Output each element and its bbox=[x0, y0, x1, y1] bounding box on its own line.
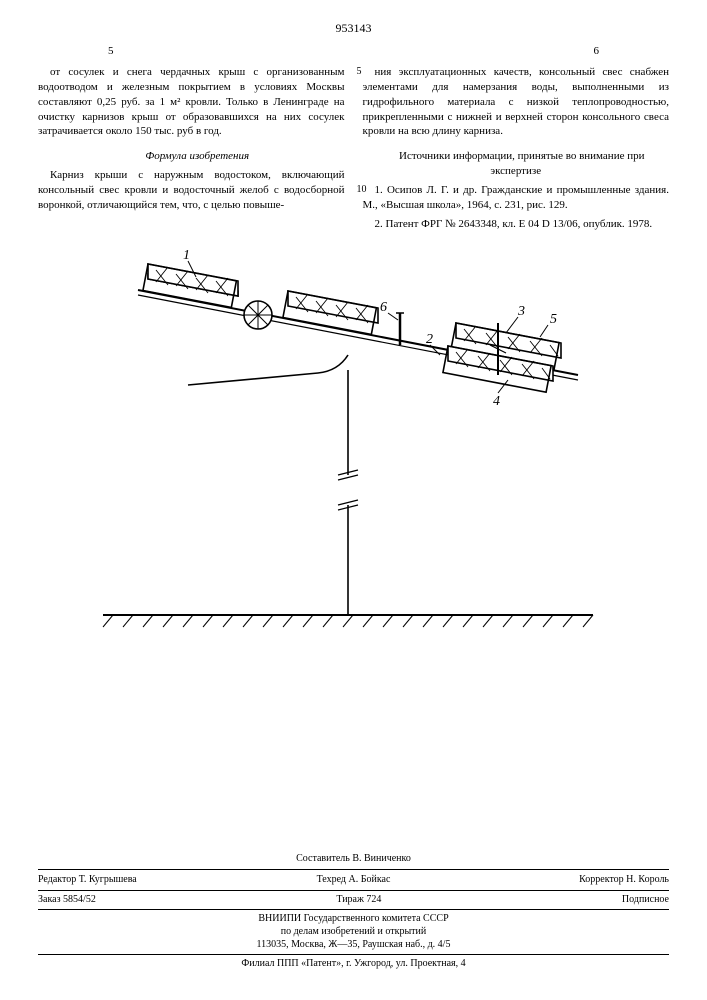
footer-order: Заказ 5854/52 bbox=[38, 893, 96, 907]
text-columns: от сосулек и снега чердачных крыш с орга… bbox=[38, 65, 669, 235]
sources-heading: Источники информации, принятые во вниман… bbox=[363, 149, 670, 179]
right-page-num: 6 bbox=[594, 44, 600, 59]
footer-corrector: Корректор Н. Король bbox=[509, 873, 669, 887]
right-p2: 101. Осипов Л. Г. и др. Гражданские и пр… bbox=[363, 183, 670, 213]
fig-label-6: 6 bbox=[380, 300, 387, 315]
left-p2: Карниз крыши с наружным водостоком, вклю… bbox=[38, 168, 345, 213]
footer-pub2: по делам изобретений и открытий bbox=[38, 925, 669, 938]
fig-label-4: 4 bbox=[493, 394, 500, 409]
footer-branch: Филиал ППП «Патент», г. Ужгород, ул. Про… bbox=[38, 954, 669, 970]
right-p3: 2. Патент ФРГ № 2643348, кл. E 04 D 13/0… bbox=[363, 217, 670, 232]
right-p1: 5ния эксплуатационных качеств, консольны… bbox=[363, 65, 670, 139]
footer-tirage: Тираж 724 bbox=[336, 893, 381, 907]
formula-heading: Формула изобретения bbox=[38, 149, 345, 164]
line-no-10: 10 bbox=[345, 183, 359, 197]
fig-label-3: 3 bbox=[517, 304, 525, 319]
left-column: от сосулек и снега чердачных крыш с орга… bbox=[38, 65, 345, 235]
footer-pub3: 113035, Москва, Ж—35, Раушская наб., д. … bbox=[38, 938, 669, 951]
footer-publisher: ВНИИПИ Государственного комитета СССР по… bbox=[38, 909, 669, 951]
left-p1: от сосулек и снега чердачных крыш с орга… bbox=[38, 65, 345, 139]
footer-pub1: ВНИИПИ Государственного комитета СССР bbox=[38, 912, 669, 925]
fig-label-1: 1 bbox=[183, 248, 190, 263]
left-page-num: 5 bbox=[108, 44, 114, 59]
patent-number: 953143 bbox=[38, 20, 669, 36]
page-numbers: 5 6 bbox=[38, 44, 669, 59]
footer-editor: Редактор Т. Кугрышева bbox=[38, 873, 198, 887]
figure-diagram: 1 2 3 4 5 6 bbox=[38, 245, 669, 675]
footer-sub: Подписное bbox=[622, 893, 669, 907]
footer-order-row: Заказ 5854/52 Тираж 724 Подписное bbox=[38, 890, 669, 907]
roof-eave-svg: 1 2 3 4 5 6 bbox=[38, 245, 669, 675]
fig-label-5: 5 bbox=[550, 312, 557, 327]
footer-tech: Техред А. Бойкас bbox=[198, 873, 509, 887]
line-no-5: 5 bbox=[345, 65, 359, 79]
fig-label-2: 2 bbox=[426, 332, 433, 347]
right-column: 5ния эксплуатационных качеств, консольны… bbox=[363, 65, 670, 235]
footer: Составитель В. Виниченко Редактор Т. Куг… bbox=[38, 852, 669, 971]
footer-credits: Редактор Т. Кугрышева Техред А. Бойкас К… bbox=[38, 869, 669, 887]
footer-composer: Составитель В. Виниченко bbox=[38, 852, 669, 866]
